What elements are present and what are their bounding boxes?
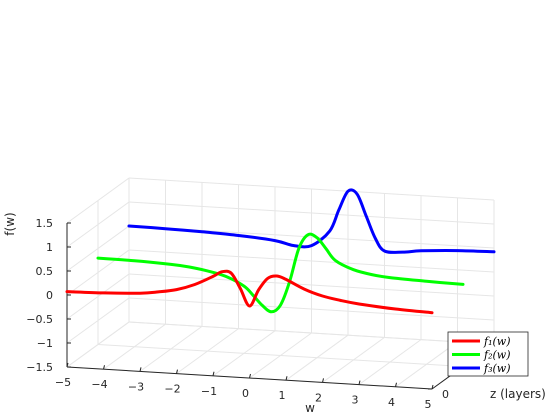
legend: f₁(w)f₂(w)f₃(w) — [447, 331, 529, 377]
x-tick-label: −4 — [91, 378, 107, 391]
grid-line — [66, 225, 130, 272]
series-f1-line — [65, 269, 434, 315]
x-tick-mark — [139, 367, 142, 372]
x-tick-label: 0 — [242, 387, 249, 400]
x-tick-label: −3 — [128, 380, 144, 393]
x-tick-label: 1 — [279, 389, 286, 402]
grid-line — [128, 201, 495, 225]
x-axis-label: w — [305, 401, 315, 415]
x-tick-label: −5 — [55, 376, 71, 389]
grid-line — [66, 201, 130, 248]
series-f3-line — [127, 188, 496, 254]
grid-line — [66, 297, 130, 344]
legend-label-f1: f₁(w) — [483, 335, 510, 348]
grid-line — [128, 297, 495, 321]
x-tick-mark — [66, 362, 69, 368]
x-tick-label: 5 — [425, 398, 432, 411]
grid-line — [128, 249, 495, 273]
x-tick-mark — [212, 371, 215, 376]
x-tick-mark — [103, 365, 105, 370]
legend-label-f3: f₃(w) — [483, 362, 510, 375]
z-tick-label: 0 — [46, 289, 53, 302]
grid-line — [66, 321, 130, 368]
x-tick-mark — [395, 382, 397, 387]
series-f2-line — [96, 232, 465, 314]
z-tick-label: 0.5 — [36, 265, 54, 278]
x-tick-label: 3 — [352, 394, 359, 407]
y-axis-label: z (layers) — [490, 387, 546, 401]
grid-lines — [66, 177, 495, 390]
y-tick-label: 0 — [442, 388, 449, 401]
x-tick-mark — [285, 376, 288, 381]
data-series — [65, 188, 496, 315]
grid-line — [128, 273, 495, 297]
grid-line — [128, 321, 495, 345]
z-tick-label: −0.5 — [26, 313, 53, 326]
grid-line — [66, 249, 130, 296]
legend-label-f2: f₂(w) — [483, 349, 510, 362]
x-tick-mark — [322, 378, 324, 383]
grid-line — [66, 273, 130, 320]
x-tick-label: −1 — [201, 385, 217, 398]
z-tick-label: −1 — [37, 337, 53, 350]
z-tick-label: −1.5 — [26, 361, 53, 374]
x-tick-mark — [431, 384, 434, 390]
x-tick-label: 2 — [315, 391, 322, 404]
grid-line — [97, 344, 464, 367]
z-tick-label: 1.5 — [36, 217, 54, 230]
x-tick-label: 4 — [388, 396, 395, 409]
x-tick-mark — [176, 369, 178, 374]
grid-line — [66, 177, 130, 224]
x-tick-label: −2 — [164, 383, 180, 396]
z-tick-label: 1 — [46, 241, 53, 254]
x-tick-mark — [358, 380, 361, 385]
tick-labels: −5−4−3−2−1012345012−1.5−1−0.500.511.5 — [26, 217, 511, 411]
grid-line — [128, 177, 495, 201]
z-axis-label: f(w) — [3, 212, 17, 235]
x-tick-mark — [249, 373, 251, 379]
